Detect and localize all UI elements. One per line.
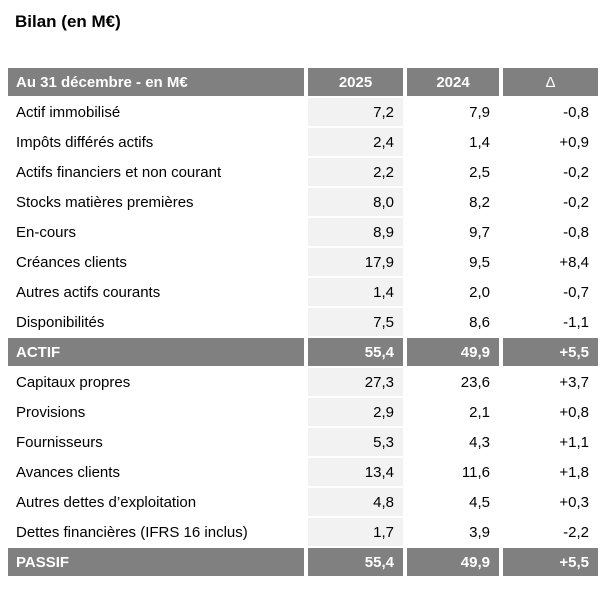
value-2025: 1,7	[308, 518, 403, 546]
value-2025: 7,5	[308, 308, 403, 336]
value-2024: 4,5	[469, 493, 490, 511]
row-label: Fournisseurs	[16, 433, 103, 451]
row-label: Provisions	[16, 403, 86, 421]
value-delta: -0,8	[563, 103, 589, 121]
table-row: Dettes financières (IFRS 16 inclus) 1,7 3,…	[8, 518, 598, 546]
table-row: Impôts différés actifs 2,4 1,4 +0,9	[8, 128, 598, 156]
value-delta: +1,8	[559, 463, 589, 481]
value-delta: +0,3	[559, 493, 589, 511]
table-row: Capitaux propres 27,3 23,6 +3,7	[8, 368, 598, 396]
table-row: Stocks matières premières 8,0 8,2 -0,2	[8, 188, 598, 216]
table-row: Autres actifs courants 1,4 2,0 -0,7	[8, 278, 598, 306]
value-2024: 2,0	[469, 283, 490, 301]
row-label: ACTIF	[8, 338, 304, 366]
value-delta: -0,7	[563, 283, 589, 301]
value-2025: 7,2	[308, 98, 403, 126]
value-2025: 2,4	[308, 128, 403, 156]
header-col-delta: Δ	[503, 68, 598, 96]
table-row: Provisions 2,9 2,1 +0,8	[8, 398, 598, 426]
page: Bilan (en M€) Au 31 décembre - en M€ 202…	[0, 12, 614, 576]
value-2025: 4,8	[308, 488, 403, 516]
total-row-actif: ACTIF 55,4 49,9 +5,5	[8, 338, 598, 366]
value-delta: -2,2	[563, 523, 589, 541]
value-2024: 49,9	[407, 338, 499, 366]
value-2024: 9,5	[469, 253, 490, 271]
row-label: Créances clients	[16, 253, 127, 271]
value-2025: 1,4	[308, 278, 403, 306]
value-2024: 9,7	[469, 223, 490, 241]
row-label: En-cours	[16, 223, 77, 241]
value-2024: 23,6	[460, 373, 490, 391]
table-row: Autres dettes d’exploitation 4,8 4,5 +0,3	[8, 488, 598, 516]
value-delta: +8,4	[559, 253, 589, 271]
value-2025: 55,4	[308, 338, 403, 366]
value-2025: 55,4	[308, 548, 403, 576]
value-delta: +3,7	[559, 373, 589, 391]
row-label: Actifs financiers et non courant	[16, 163, 222, 181]
value-2024: 3,9	[469, 523, 490, 541]
value-2024: 7,9	[469, 103, 490, 121]
value-2025: 27,3	[308, 368, 403, 396]
row-label: Disponibilités	[16, 313, 105, 331]
row-label: Capitaux propres	[16, 373, 131, 391]
table-row: Avances clients 13,4 11,6 +1,8	[8, 458, 598, 486]
row-label: Autres dettes d’exploitation	[16, 493, 197, 511]
table-row: Fournisseurs 5,3 4,3 +1,1	[8, 428, 598, 456]
row-label: Avances clients	[16, 463, 120, 481]
value-2024: 1,4	[469, 133, 490, 151]
value-2024: 8,6	[469, 313, 490, 331]
header-col-2025: 2025	[308, 68, 403, 96]
balance-sheet-table: Au 31 décembre - en M€ 2025 2024 Δ Actif…	[8, 68, 598, 576]
value-2025: 13,4	[308, 458, 403, 486]
value-delta: +5,5	[503, 548, 598, 576]
row-label: Impôts différés actifs	[16, 133, 154, 151]
value-2025: 5,3	[308, 428, 403, 456]
value-2025: 17,9	[308, 248, 403, 276]
header-col-2024: 2024	[407, 68, 499, 96]
value-2024: 2,1	[469, 403, 490, 421]
value-2025: 8,9	[308, 218, 403, 246]
table-row: En-cours 8,9 9,7 -0,8	[8, 218, 598, 246]
value-delta: +5,5	[503, 338, 598, 366]
value-delta: -0,2	[563, 163, 589, 181]
value-2025: 8,0	[308, 188, 403, 216]
header-label: Au 31 décembre - en M€	[8, 68, 304, 96]
value-2025: 2,2	[308, 158, 403, 186]
table-row: Disponibilités 7,5 8,6 -1,1	[8, 308, 598, 336]
value-2024: 8,2	[469, 193, 490, 211]
row-label: Dettes financières (IFRS 16 inclus)	[16, 523, 248, 541]
row-label: Autres actifs courants	[16, 283, 161, 301]
row-label: Stocks matières premières	[16, 193, 194, 211]
table-row: Actif immobilisé 7,2 7,9 -0,8	[8, 98, 598, 126]
value-2024: 2,5	[469, 163, 490, 181]
value-delta: +0,9	[559, 133, 589, 151]
row-label: Actif immobilisé	[16, 103, 121, 121]
value-delta: -0,2	[563, 193, 589, 211]
value-2024: 11,6	[461, 463, 490, 481]
table-row: Créances clients 17,9 9,5 +8,4	[8, 248, 598, 276]
value-delta: +1,1	[559, 433, 589, 451]
total-row-passif: PASSIF 55,4 49,9 +5,5	[8, 548, 598, 576]
value-delta: +0,8	[559, 403, 589, 421]
value-delta: -0,8	[563, 223, 589, 241]
row-label: PASSIF	[8, 548, 304, 576]
value-2024: 4,3	[469, 433, 490, 451]
table-header-row: Au 31 décembre - en M€ 2025 2024 Δ	[8, 68, 598, 96]
value-2025: 2,9	[308, 398, 403, 426]
page-title: Bilan (en M€)	[15, 12, 121, 31]
table-row: Actifs financiers et non courant 2,2 2,5 -0…	[8, 158, 598, 186]
value-delta: -1,1	[563, 313, 589, 331]
value-2024: 49,9	[407, 548, 499, 576]
